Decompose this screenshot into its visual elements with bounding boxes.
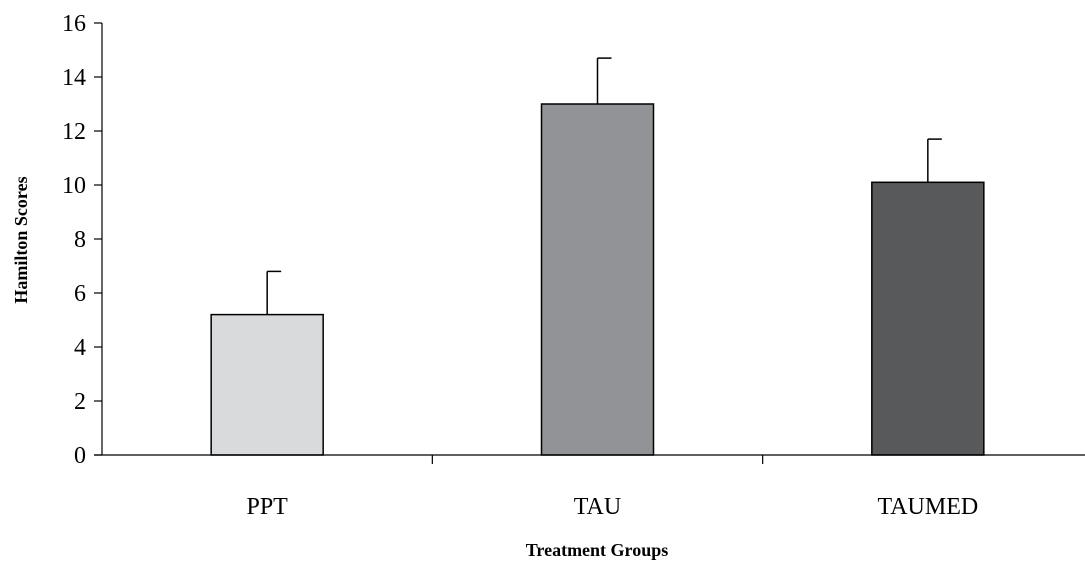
y-tick-label: 0: [74, 443, 86, 469]
category-label-ppt: PPT: [246, 494, 288, 520]
bars: [210, 103, 985, 456]
y-tick-label: 4: [74, 335, 86, 361]
category-label-taumed: TAUMED: [877, 494, 978, 520]
bar-tau: [540, 103, 655, 456]
x-axis: [94, 23, 1085, 464]
x-axis-title: Treatment Groups: [526, 540, 669, 560]
y-tick-label: 12: [62, 119, 86, 145]
error-bars: [266, 57, 942, 315]
y-tick-label: 6: [74, 281, 86, 307]
y-tick-label: 2: [74, 389, 86, 415]
y-axis-title: Hamilton Scores: [11, 176, 31, 303]
bar-ppt: [210, 313, 324, 456]
category-labels: PPT TAU TAUMED: [246, 494, 978, 520]
y-axis-ticks: 0 2 4 6 8 10 12 14 16: [62, 11, 102, 469]
y-tick-label: 10: [62, 173, 86, 199]
bar-taumed: [871, 181, 985, 456]
y-tick-label: 14: [62, 65, 86, 91]
y-tick-label: 8: [74, 227, 86, 253]
category-label-tau: TAU: [574, 494, 621, 520]
y-tick-label: 16: [62, 11, 86, 37]
